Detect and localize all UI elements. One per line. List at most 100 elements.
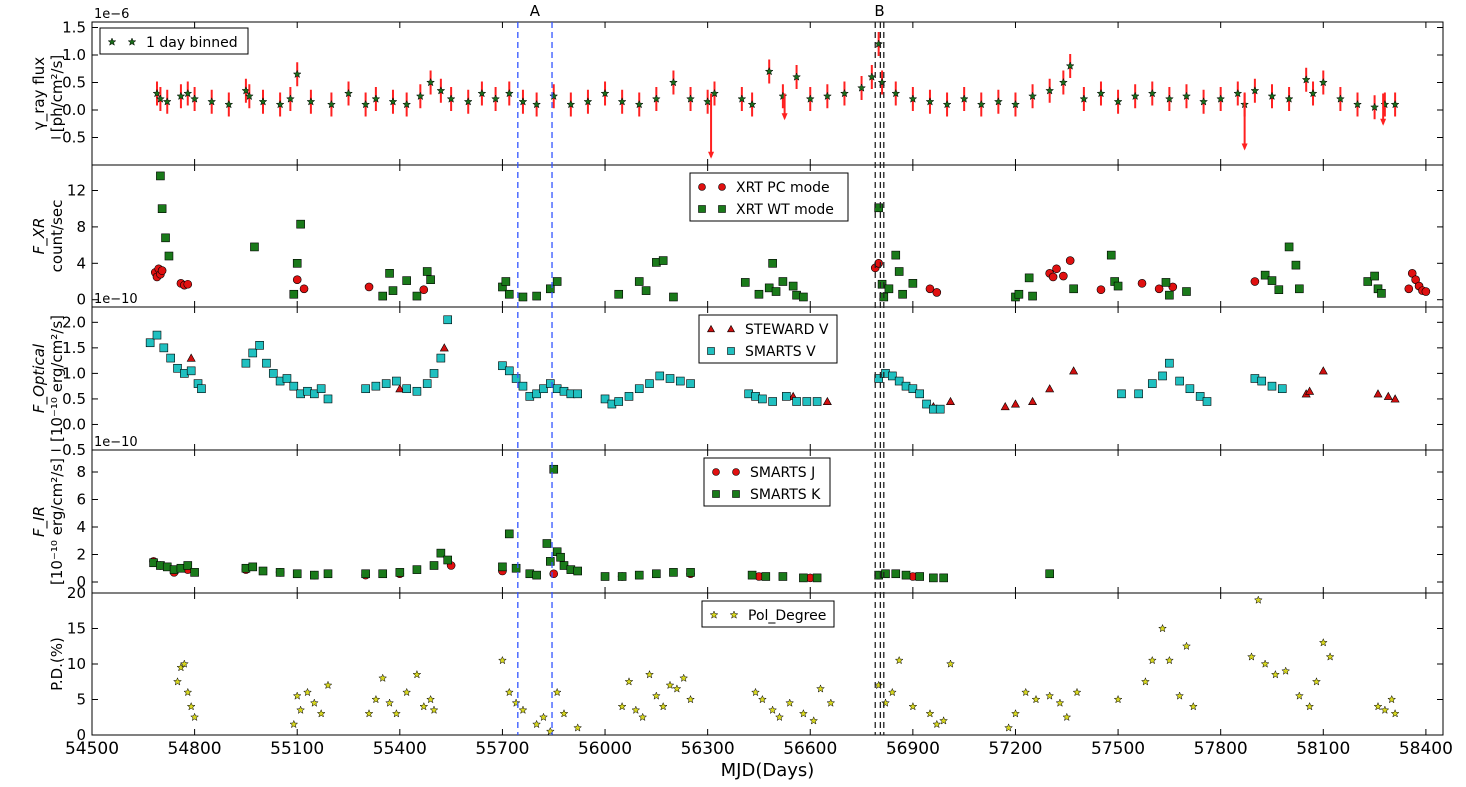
- legend-marker: [732, 468, 740, 476]
- data-point: [364, 282, 374, 292]
- data-point: [641, 286, 651, 295]
- data-point: [932, 288, 942, 297]
- data-point: [364, 708, 374, 718]
- data-point: [1113, 97, 1123, 106]
- data-point: [1028, 291, 1037, 301]
- optical-legend-box: [698, 314, 838, 364]
- data-point: [799, 292, 808, 302]
- data-point: [634, 384, 644, 394]
- data-point: [799, 573, 808, 583]
- data-point: [932, 719, 942, 729]
- data-point: [436, 86, 446, 95]
- x-tick-label: 58400: [1399, 739, 1453, 759]
- data-point: [812, 573, 822, 583]
- data-point: [378, 569, 388, 579]
- data-point: [1028, 396, 1038, 405]
- data-point: [164, 251, 174, 261]
- data-point: [747, 570, 757, 580]
- data-point: [1175, 376, 1184, 386]
- data-point: [316, 384, 326, 394]
- legend-marker: [729, 610, 739, 619]
- data-point: [747, 99, 757, 109]
- xray-ylabel-line2: count/sec: [48, 200, 66, 273]
- data-point: [617, 701, 627, 711]
- data-point: [385, 698, 395, 707]
- data-point: [816, 684, 825, 693]
- upper-limit-arrow: [781, 113, 788, 121]
- data-point: [289, 289, 299, 299]
- data-point: [1052, 264, 1061, 274]
- data-point: [1065, 256, 1075, 265]
- data-point: [802, 397, 812, 406]
- x-tick-label: 57500: [1091, 739, 1145, 759]
- data-point: [183, 88, 193, 98]
- data-point: [645, 669, 654, 679]
- data-point: [532, 389, 541, 399]
- data-point: [426, 275, 435, 284]
- data-point: [385, 269, 394, 278]
- data-point: [292, 275, 302, 284]
- data-point: [1113, 694, 1123, 704]
- data-point: [624, 392, 634, 401]
- data-point: [289, 719, 299, 729]
- data-point: [600, 572, 610, 581]
- data-point: [655, 371, 665, 381]
- data-point: [463, 97, 473, 106]
- event-marker-lines: [517, 22, 885, 735]
- data-point: [258, 97, 268, 106]
- data-point: [289, 381, 299, 391]
- data-point: [426, 77, 436, 87]
- x-tick-label: 55100: [270, 739, 324, 759]
- data-point: [518, 292, 528, 302]
- data-point: [908, 94, 918, 103]
- data-point: [268, 369, 278, 378]
- data-point: [751, 687, 760, 697]
- data-point: [159, 343, 169, 353]
- data-point: [812, 397, 822, 406]
- data-point: [156, 171, 165, 181]
- x-tick-label: 55400: [373, 739, 427, 759]
- data-point: [768, 397, 777, 406]
- x-axis-label: MJD(Days): [721, 760, 815, 781]
- y-tick-label: 0: [76, 726, 86, 744]
- data-point: [275, 99, 285, 109]
- optical-exponent-label: 1e−10: [94, 292, 138, 307]
- data-point: [436, 548, 446, 558]
- x-tick-label: 58100: [1296, 739, 1350, 759]
- x-tick-label: 55700: [475, 739, 529, 759]
- data-point: [1353, 99, 1362, 109]
- data-point: [1383, 391, 1393, 400]
- data-point: [782, 392, 791, 401]
- xray-legend-label-pc: XRT PC mode: [736, 180, 830, 196]
- data-point: [822, 396, 832, 405]
- data-point: [1130, 91, 1140, 101]
- data-point: [686, 694, 695, 704]
- data-point: [361, 384, 370, 394]
- data-point: [634, 277, 644, 286]
- data-point: [395, 384, 405, 393]
- data-point: [378, 291, 388, 301]
- data-point: [446, 94, 456, 103]
- data-point: [285, 94, 295, 103]
- data-point: [1291, 260, 1301, 270]
- data-point: [792, 397, 801, 406]
- gamma-ylabel-line1: γ_ray flux: [30, 57, 49, 130]
- data-point: [1182, 91, 1191, 101]
- legend-marker: [698, 205, 706, 213]
- data-point: [1377, 289, 1386, 298]
- data-point: [498, 361, 507, 371]
- data-point: [922, 399, 931, 409]
- data-point: [422, 379, 432, 388]
- data-point: [282, 374, 292, 383]
- data-point: [1055, 698, 1065, 707]
- data-point: [1028, 91, 1038, 101]
- data-point: [1305, 386, 1315, 395]
- data-point: [1294, 691, 1304, 700]
- data-point: [1308, 88, 1318, 98]
- data-point: [504, 529, 514, 539]
- data-point: [908, 279, 918, 288]
- data-point: [1274, 285, 1284, 295]
- data-point: [361, 99, 371, 109]
- upper-limit-arrow: [1380, 118, 1387, 126]
